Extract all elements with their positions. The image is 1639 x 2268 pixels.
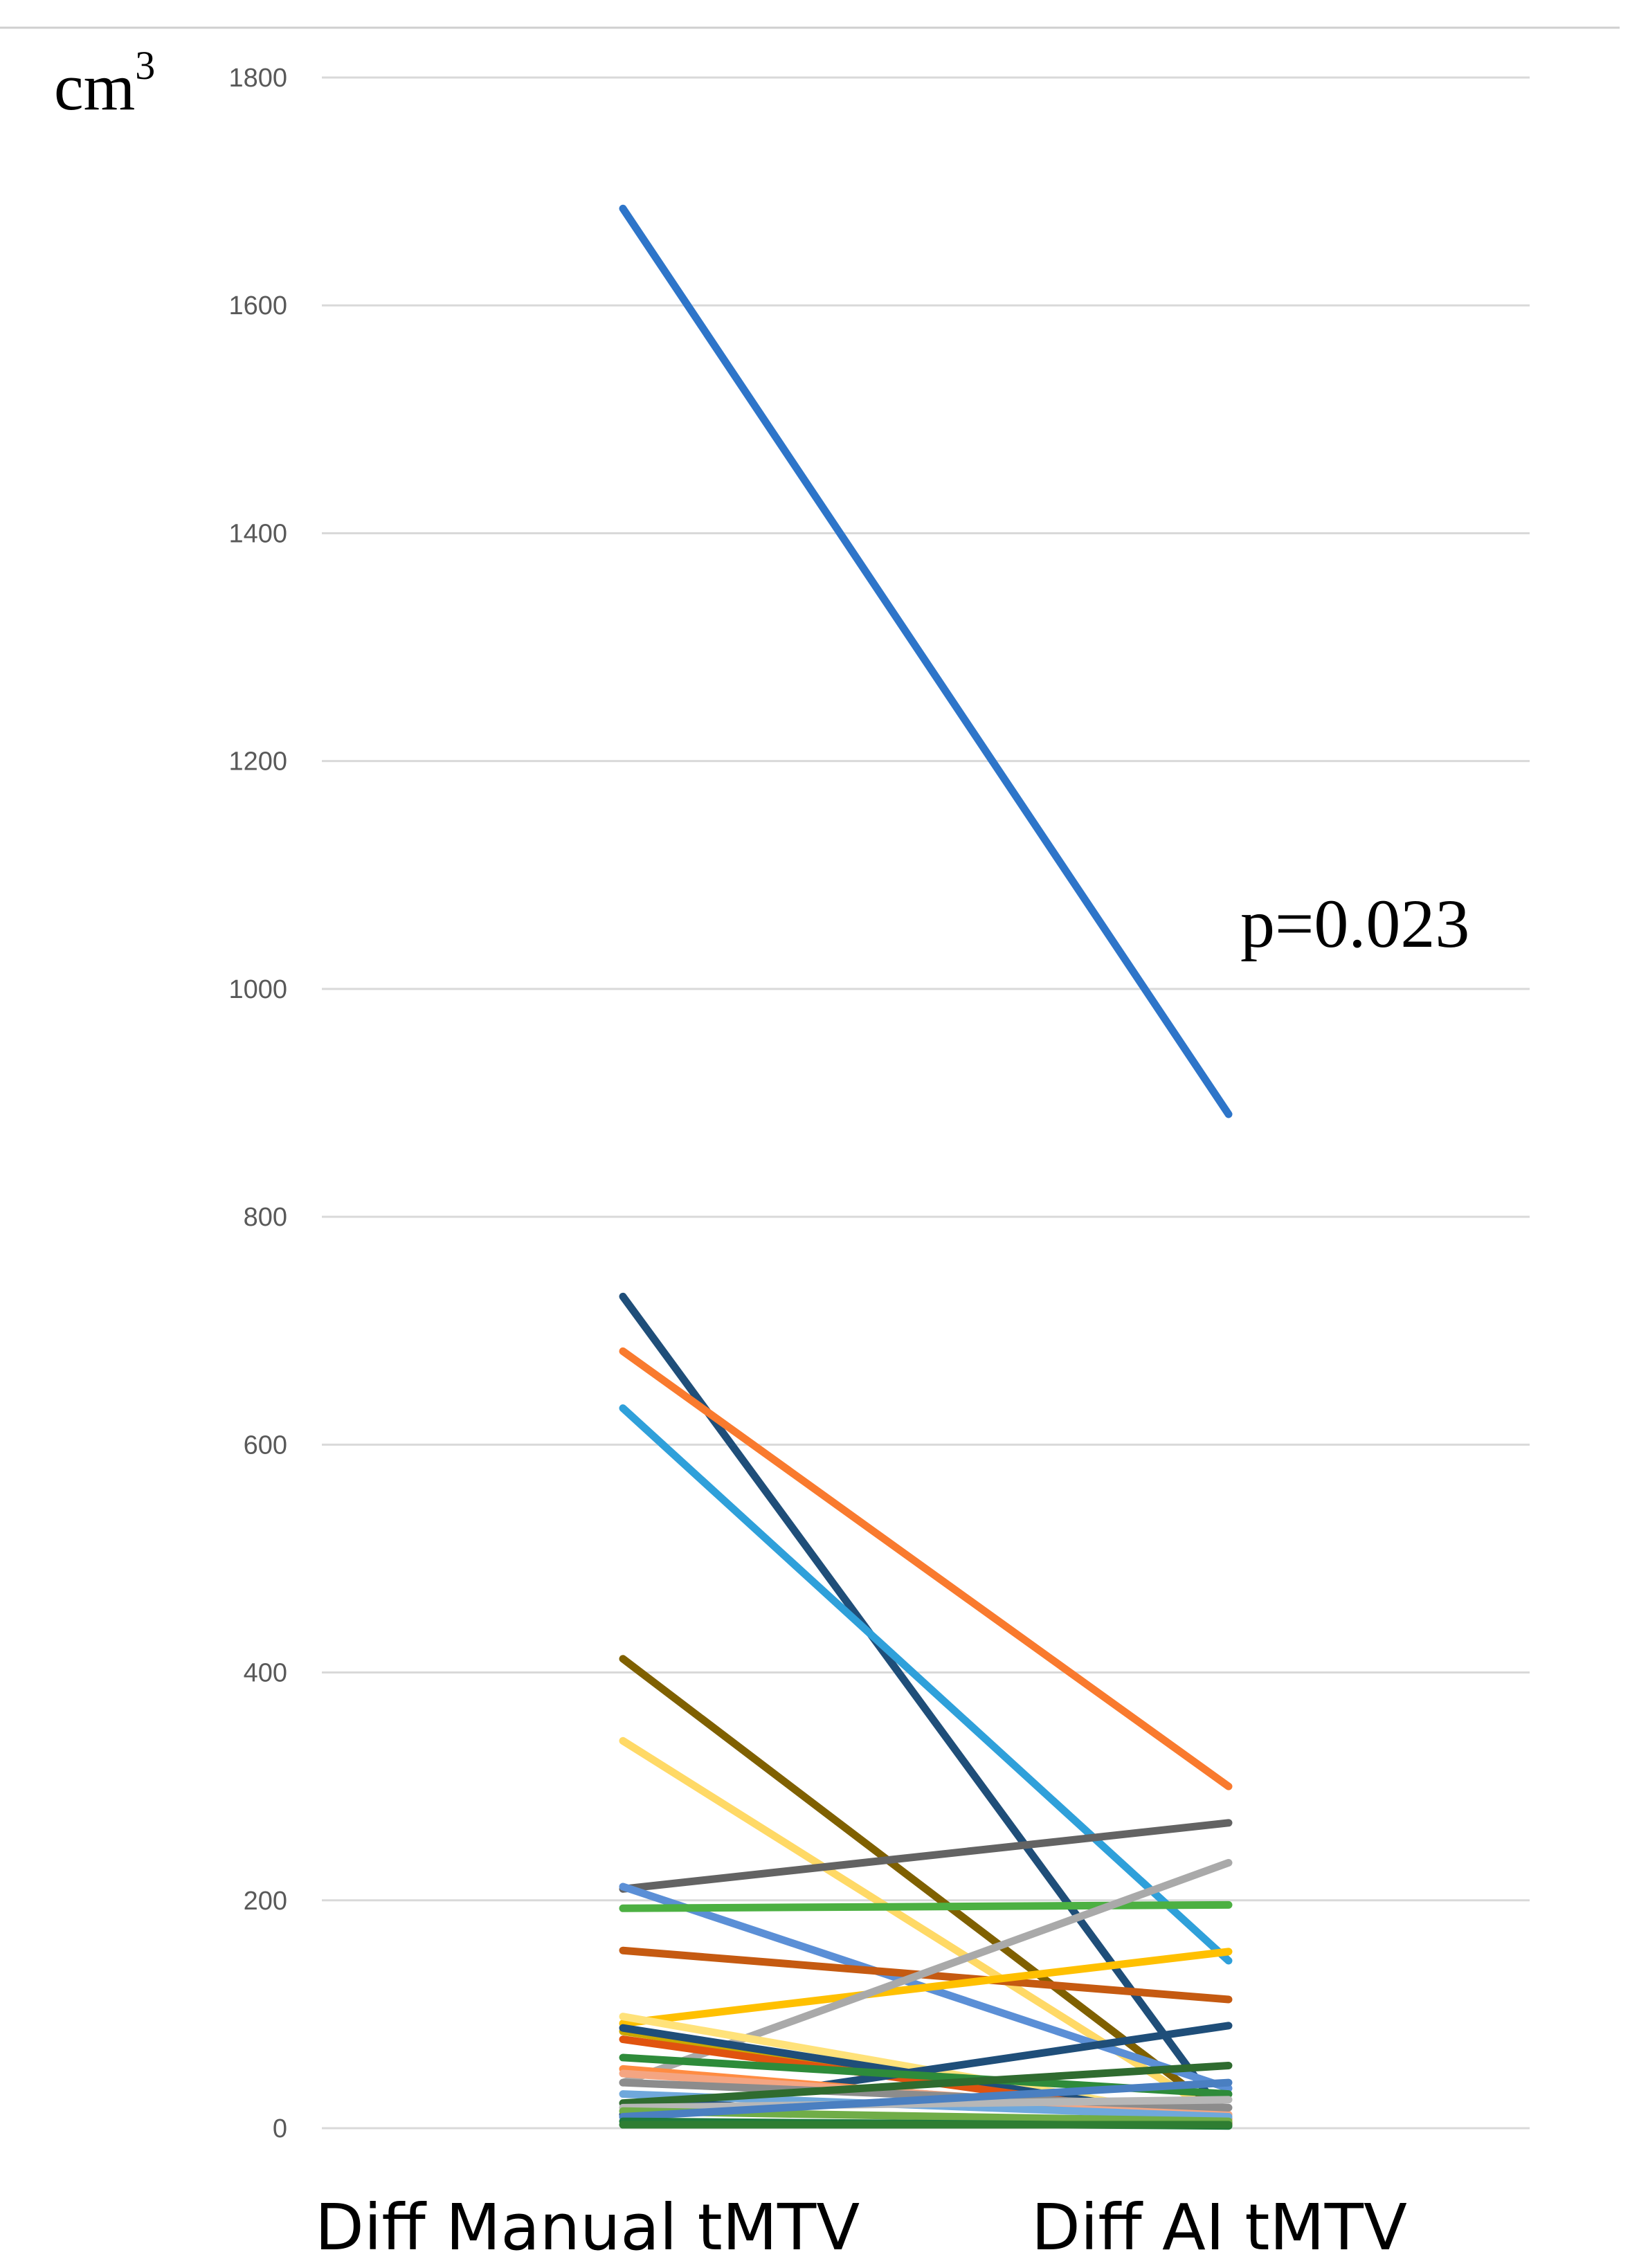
y-tick-label-1400: 1400 xyxy=(228,519,287,548)
y-tick-label-1600: 1600 xyxy=(228,291,287,320)
category-label-manual: Diff Manual tMTV xyxy=(315,2190,860,2265)
category-label-ai: Diff AI tMTV xyxy=(1031,2190,1407,2265)
series-line-3 xyxy=(619,1347,1233,1790)
y-unit-label: cm3 xyxy=(54,43,155,124)
y-tick-label-1200: 1200 xyxy=(228,747,287,777)
y-tick-label-400: 400 xyxy=(244,1659,287,1688)
grid-layer xyxy=(322,76,1530,2130)
series-line-9 xyxy=(619,1900,1233,1912)
p-value-annotation: p=0.023 xyxy=(1240,885,1469,962)
series-line-26 xyxy=(619,2078,1233,2121)
series-line-7 xyxy=(619,1819,1233,1893)
y-tick-label-800: 800 xyxy=(244,1203,287,1232)
y-tick-label-200: 200 xyxy=(244,1887,287,1916)
series-line-24 xyxy=(619,2096,1233,2112)
y-unit-base: cm xyxy=(54,50,135,124)
y-tick-label-600: 600 xyxy=(244,1431,287,1460)
y-tick-label-1000: 1000 xyxy=(228,975,287,1004)
series-line-2 xyxy=(619,1292,1233,2127)
y-tick-label-1800: 1800 xyxy=(228,64,287,93)
series-line-4 xyxy=(619,1404,1233,1965)
y-tick-label-0: 0 xyxy=(273,2114,287,2143)
series-line-11 xyxy=(619,1948,1233,2028)
series-line-1 xyxy=(619,204,1233,1118)
y-tick-labels: 0 200 400 600 800 1000 1200 1400 1600 1800 xyxy=(228,64,287,2143)
y-unit-exponent: 3 xyxy=(135,43,155,88)
series-line-23 xyxy=(619,2061,1233,2107)
series-layer xyxy=(619,204,1233,2130)
